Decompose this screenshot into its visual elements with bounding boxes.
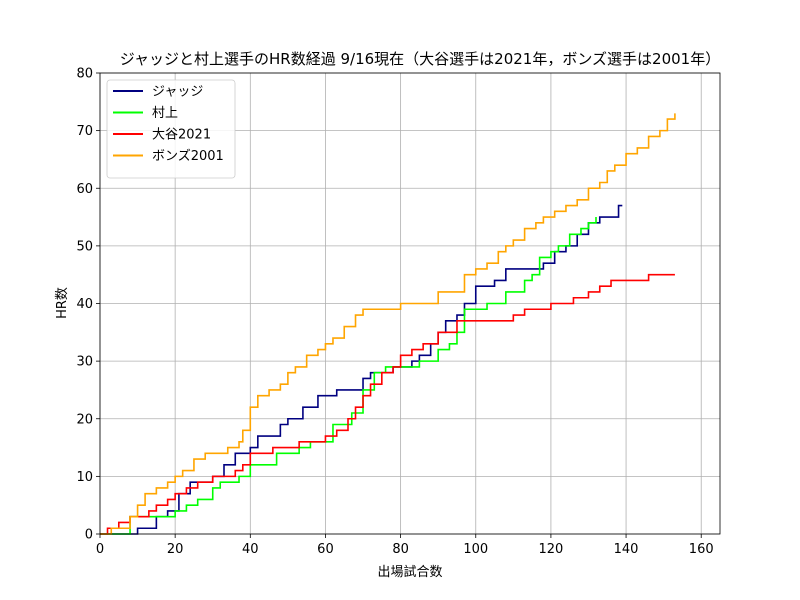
legend-label-2: 村上 bbox=[152, 106, 178, 121]
x-tick-label: 20 bbox=[167, 542, 184, 557]
x-tick-label: 80 bbox=[392, 542, 409, 557]
series-line-2 bbox=[100, 217, 597, 535]
series-line-4 bbox=[100, 113, 676, 535]
y-tick-label: 10 bbox=[76, 470, 93, 485]
y-tick-label: 50 bbox=[76, 239, 93, 254]
x-tick-label: 40 bbox=[242, 542, 259, 557]
x-axis-label: 出場試合数 bbox=[377, 564, 442, 580]
legend-box bbox=[106, 79, 236, 179]
y-tick-label: 80 bbox=[76, 67, 93, 82]
x-tick-label: 60 bbox=[317, 542, 334, 557]
y-tick-label: 0 bbox=[85, 528, 93, 543]
series-lines bbox=[100, 113, 676, 535]
x-tick-label: 160 bbox=[689, 542, 714, 557]
series-line-1 bbox=[100, 204, 623, 535]
x-tick-label: 0 bbox=[96, 542, 104, 557]
y-tick-label: 30 bbox=[76, 355, 93, 370]
chart-title: ジャッジと村上選手のHR数経過 9/16現在（大谷選手は2021年，ボンズ選手は… bbox=[120, 50, 720, 68]
x-tick-label: 120 bbox=[538, 542, 563, 557]
legend-label-4: ボンズ2001 bbox=[152, 148, 224, 164]
legend-label-1: ジャッジ bbox=[152, 85, 203, 100]
y-tick-label: 20 bbox=[76, 412, 93, 427]
y-tick-label: 40 bbox=[76, 297, 93, 312]
x-tick-label: 140 bbox=[614, 542, 639, 557]
y-tick-label: 60 bbox=[76, 182, 93, 197]
x-tick-label: 100 bbox=[463, 542, 488, 557]
y-axis-label: HR数 bbox=[55, 287, 70, 319]
axes: 0 20 40 60 80 100 120 140 160 0 10 20 30 40 50 60 70 80 bbox=[76, 67, 721, 557]
series-line-3 bbox=[100, 273, 675, 535]
y-tick-label: 70 bbox=[76, 124, 93, 139]
legend-label-3: 大谷2021 bbox=[152, 128, 211, 143]
